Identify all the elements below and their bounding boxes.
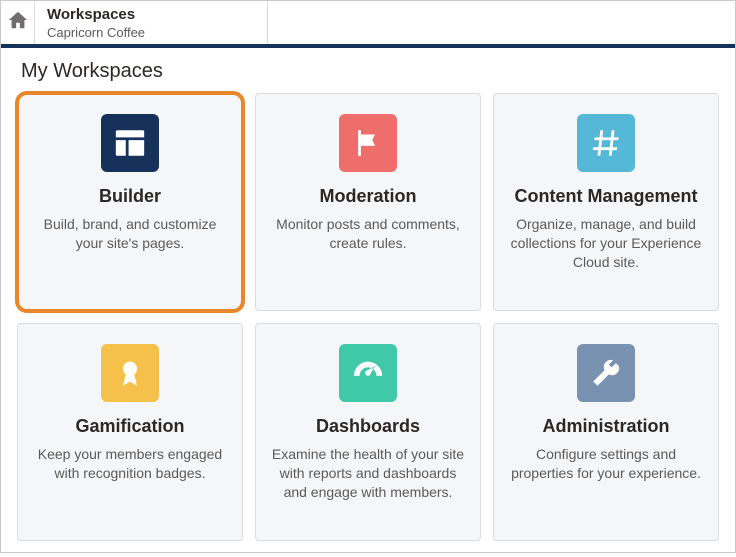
workspace-card-dashboards[interactable]: Dashboards Examine the health of your sit… <box>255 323 481 541</box>
gamification-icon <box>101 344 159 402</box>
dashboards-icon <box>339 344 397 402</box>
administration-icon <box>577 344 635 402</box>
card-title: Dashboards <box>316 416 420 437</box>
top-bar: Workspaces Capricorn Coffee <box>1 1 735 48</box>
card-title: Gamification <box>75 416 184 437</box>
section-title: My Workspaces <box>21 60 719 83</box>
card-description: Configure settings and properties for yo… <box>508 445 704 483</box>
home-icon <box>7 9 29 36</box>
card-title: Moderation <box>320 186 417 207</box>
moderation-icon <box>339 114 397 172</box>
card-title: Builder <box>99 186 161 207</box>
home-button[interactable] <box>1 1 35 44</box>
workspace-card-moderation[interactable]: Moderation Monitor posts and comments, cr… <box>255 93 481 311</box>
card-description: Monitor posts and comments, create rules… <box>270 215 466 253</box>
content-management-icon <box>577 114 635 172</box>
workspace-grid: Builder Build, brand, and customize your … <box>17 93 719 541</box>
card-description: Organize, manage, and build collections … <box>508 215 704 272</box>
card-title: Administration <box>542 416 669 437</box>
workspace-card-builder[interactable]: Builder Build, brand, and customize your … <box>17 93 243 311</box>
app-root: Workspaces Capricorn Coffee My Workspace… <box>0 0 736 553</box>
workspace-title: Workspaces <box>47 7 253 24</box>
workspace-card-administration[interactable]: Administration Configure settings and pro… <box>493 323 719 541</box>
workspace-title-cell[interactable]: Workspaces Capricorn Coffee <box>35 1 268 44</box>
workspace-card-content-management[interactable]: Content Management Organize, manage, and … <box>493 93 719 311</box>
card-description: Keep your members engaged with recogniti… <box>32 445 228 483</box>
card-description: Build, brand, and customize your site's … <box>32 215 228 253</box>
card-title: Content Management <box>514 186 697 207</box>
workspace-card-gamification[interactable]: Gamification Keep your members engaged wi… <box>17 323 243 541</box>
workspace-subtitle: Capricorn Coffee <box>47 25 253 41</box>
card-description: Examine the health of your site with rep… <box>270 445 466 502</box>
content-area: My Workspaces Builder Build, brand, and c… <box>1 48 735 557</box>
builder-icon <box>101 114 159 172</box>
